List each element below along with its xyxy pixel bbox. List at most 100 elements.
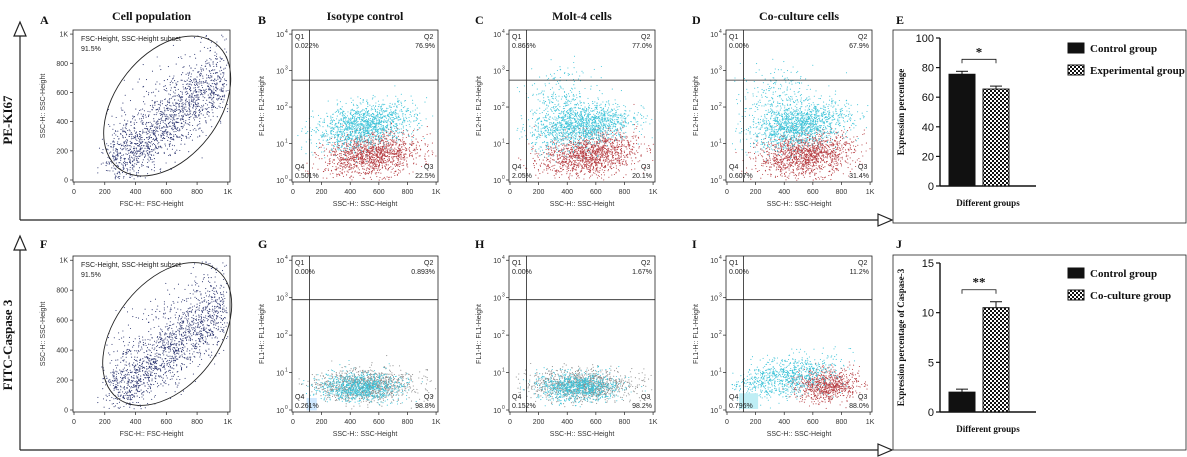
event-dot [166, 105, 168, 107]
event-dot [178, 136, 180, 138]
event-dot [369, 148, 371, 150]
event-dot [188, 103, 191, 105]
event-dot [336, 104, 338, 106]
event-dot [372, 130, 374, 132]
event-dot [136, 172, 138, 174]
event-dot [398, 153, 400, 155]
event-dot [355, 136, 357, 138]
event-dot [208, 101, 210, 103]
event-dot [223, 68, 225, 70]
event-dot [152, 131, 154, 133]
event-dot [209, 96, 211, 98]
event-dot [380, 161, 382, 163]
event-dot [172, 120, 174, 122]
event-dot [180, 105, 183, 107]
event-dot [391, 148, 393, 150]
event-dot [174, 80, 176, 82]
event-dot [350, 134, 352, 136]
event-dot [368, 126, 370, 128]
event-dot [356, 132, 358, 134]
event-dot [396, 117, 398, 119]
event-dot [402, 141, 404, 143]
event-dot [336, 118, 338, 120]
event-dot [212, 93, 214, 95]
event-dot [338, 131, 340, 133]
event-dot [342, 133, 344, 135]
event-dot [135, 132, 137, 134]
event-dot [353, 110, 355, 112]
event-dot [224, 79, 226, 82]
event-dot [181, 57, 183, 60]
event-dot [210, 89, 213, 91]
event-dot [339, 113, 341, 115]
event-dot [397, 164, 399, 166]
event-dot [403, 154, 405, 156]
event-dot [115, 130, 117, 133]
event-dot [329, 162, 331, 164]
event-dot [342, 119, 344, 121]
event-dot [342, 114, 344, 116]
event-dot [399, 131, 401, 133]
event-dot [190, 97, 192, 99]
event-dot [393, 106, 395, 108]
event-dot [396, 107, 398, 109]
event-dot [336, 173, 338, 175]
event-dot [416, 113, 419, 116]
event-dot [153, 161, 155, 163]
event-dot [402, 162, 404, 164]
event-dot [198, 99, 200, 101]
event-dot [175, 115, 177, 117]
event-dot [123, 141, 125, 143]
event-dot [585, 158, 588, 160]
event-dot [172, 91, 175, 93]
event-dot [551, 159, 553, 161]
event-dot [336, 146, 338, 148]
event-dot [391, 135, 393, 137]
event-dot [193, 114, 195, 116]
event-dot [199, 94, 202, 96]
event-dot [342, 151, 344, 153]
event-dot [374, 118, 376, 120]
event-dot [356, 137, 358, 140]
event-dot [372, 128, 374, 130]
event-dot [183, 80, 185, 82]
event-dot [190, 103, 192, 105]
event-dot [339, 126, 341, 128]
event-dot [215, 58, 218, 60]
event-dot [327, 100, 329, 102]
event-dot [390, 126, 392, 128]
event-dot [383, 158, 385, 160]
event-dot [182, 118, 184, 121]
event-dot [360, 150, 362, 152]
event-dot [358, 117, 361, 119]
event-dot [363, 127, 365, 130]
event-dot [371, 170, 373, 172]
event-dot [189, 71, 191, 73]
event-dot [169, 132, 171, 134]
event-dot [355, 122, 357, 124]
event-dot [372, 125, 374, 127]
event-dot [117, 130, 119, 132]
event-dot [376, 121, 378, 123]
event-dot [174, 152, 177, 155]
event-dot [398, 103, 400, 106]
event-dot [378, 156, 380, 158]
event-dot [368, 137, 370, 139]
event-dot [204, 108, 206, 110]
event-dot [198, 128, 200, 130]
event-dot [341, 172, 343, 174]
event-dot [577, 159, 580, 162]
event-dot [202, 89, 205, 91]
event-dot [205, 88, 207, 90]
event-dot [381, 160, 383, 162]
event-dot [369, 129, 371, 131]
event-dot [372, 137, 374, 139]
event-dot [335, 154, 337, 157]
event-dot [619, 132, 621, 134]
event-dot [199, 50, 201, 52]
event-dot [359, 172, 361, 174]
event-dot [152, 104, 154, 106]
event-dot [206, 112, 208, 114]
event-dot [586, 158, 588, 161]
event-dot [374, 164, 376, 166]
